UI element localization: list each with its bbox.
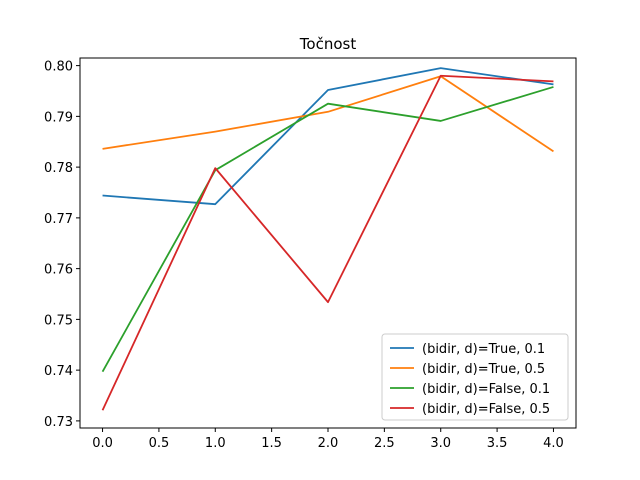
y-tick-label: 0.74 bbox=[44, 364, 73, 379]
y-tick-label: 0.79 bbox=[44, 110, 73, 125]
legend: (bidir, d)=True, 0.1 (bidir, d)=True, 0.5… bbox=[381, 333, 569, 421]
x-tick-label: 3.0 bbox=[430, 436, 451, 451]
x-tick-label: 4.0 bbox=[543, 436, 564, 451]
x-tick-label: 0.5 bbox=[149, 436, 170, 451]
series-lines bbox=[101, 67, 554, 411]
series-line-2 bbox=[102, 75, 554, 153]
y-axis: 0.73 0.74 0.75 0.76 0.77 0.78 0.79 0.80 bbox=[44, 60, 80, 430]
y-tick-label: 0.75 bbox=[44, 313, 73, 328]
y-tick-label: 0.78 bbox=[44, 161, 73, 176]
legend-box bbox=[381, 333, 569, 421]
series-line-1 bbox=[102, 67, 554, 206]
y-tick-label: 0.77 bbox=[44, 212, 73, 227]
series-line-3 bbox=[101, 86, 554, 373]
x-tick-label: 2.5 bbox=[374, 436, 395, 451]
y-tick-label: 0.80 bbox=[44, 60, 73, 75]
y-tick-label: 0.73 bbox=[44, 415, 73, 430]
x-tick-label: 2.0 bbox=[318, 436, 339, 451]
series-line-4 bbox=[101, 74, 554, 411]
legend-label: (bidir, d)=False, 0.5 bbox=[422, 402, 550, 417]
x-tick-label: 1.5 bbox=[261, 436, 282, 451]
x-axis: 0.0 0.5 1.0 1.5 2.0 2.5 3.0 3.5 4.0 bbox=[92, 428, 564, 451]
legend-label: (bidir, d)=False, 0.1 bbox=[422, 382, 550, 397]
legend-label: (bidir, d)=True, 0.1 bbox=[422, 342, 545, 357]
y-tick-label: 0.76 bbox=[44, 263, 73, 278]
x-tick-label: 0.0 bbox=[92, 436, 113, 451]
legend-label: (bidir, d)=True, 0.5 bbox=[422, 362, 545, 377]
chart-title: Točnost bbox=[299, 35, 357, 53]
x-tick-label: 3.5 bbox=[487, 436, 508, 451]
plot-frame bbox=[79, 57, 577, 429]
x-tick-label: 1.0 bbox=[205, 436, 226, 451]
